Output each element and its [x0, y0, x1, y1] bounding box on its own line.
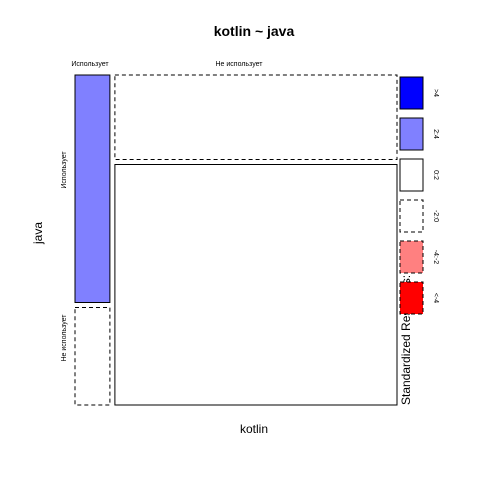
legend-swatch: [399, 117, 424, 151]
mosaic-tile: [74, 307, 111, 406]
y-axis-label: java: [31, 222, 45, 245]
legend-swatch: [399, 199, 424, 233]
y-category-label: Не использует: [61, 314, 68, 362]
mosaic-tile: [114, 164, 398, 406]
legend: >4 2:4 0:2 -2:0 -4:-2 <-4: [399, 76, 439, 315]
legend-swatch: [399, 76, 424, 110]
mosaic-tile: [74, 74, 111, 303]
legend-label: -2:0: [432, 210, 439, 222]
x-category-label: Использует: [71, 61, 109, 68]
x-category-label: Не использует: [216, 61, 264, 68]
legend-label: -4:-2: [432, 250, 439, 265]
legend-label: 0:2: [432, 170, 439, 180]
legend-swatch: [399, 158, 424, 192]
legend-label: 2:4: [432, 129, 439, 139]
legend-swatch: [399, 281, 424, 315]
x-axis-label: kotlin: [240, 422, 268, 436]
legend-label: <-4: [432, 293, 439, 303]
mosaic-tiles: [74, 74, 398, 406]
chart-title: kotlin ~ java: [214, 23, 295, 39]
legend-label: >4: [432, 89, 439, 97]
legend-swatch: [399, 240, 424, 274]
mosaic-tile: [114, 74, 398, 160]
y-category-label: Использует: [61, 151, 68, 189]
